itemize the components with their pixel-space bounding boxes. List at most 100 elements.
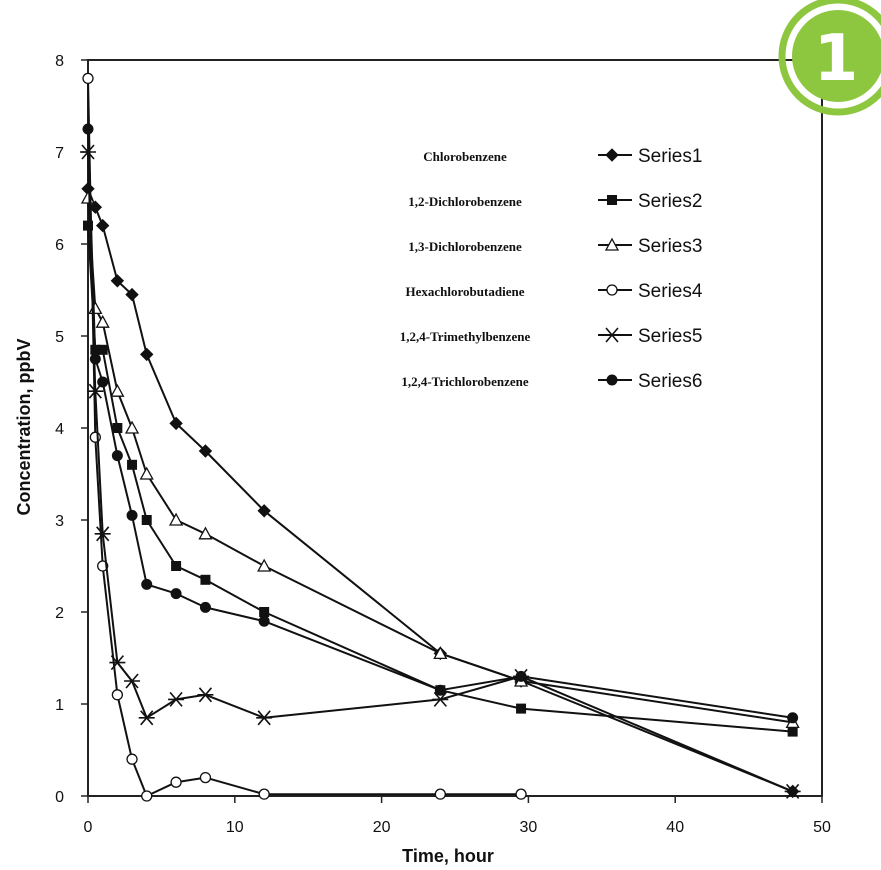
legend-entry: 1,2,4-Trichlorobenzene Series6 <box>401 371 702 392</box>
series-6-point <box>787 712 799 724</box>
series-3-point <box>88 301 103 315</box>
series-2-point <box>787 726 798 737</box>
badge-disc-icon <box>792 10 881 102</box>
series-6-point <box>89 353 101 365</box>
series-5-point <box>197 687 214 703</box>
series-3-point <box>124 420 140 434</box>
series-5-point <box>432 691 449 707</box>
series-2-point <box>171 561 182 571</box>
series-2-point <box>97 344 108 355</box>
series-6-point <box>126 509 138 521</box>
legend-marker-icon <box>606 284 618 296</box>
legend-marker-icon <box>604 327 620 343</box>
y-tick-label: 7 <box>55 145 64 162</box>
series-1-point <box>198 444 213 458</box>
series-6-point <box>97 376 109 388</box>
legend-series-label: Series6 <box>638 371 702 392</box>
series-1-point <box>110 274 125 288</box>
series-4-point <box>126 753 138 765</box>
legend-series-label: Series3 <box>638 236 702 257</box>
series-2-point <box>112 423 123 433</box>
series-1-point <box>95 218 110 233</box>
series-5-point <box>168 691 185 707</box>
y-axis-ticks: 0 1 2 3 4 5 6 7 8 <box>55 53 88 806</box>
series-6-point <box>82 123 94 135</box>
series-2-point <box>516 703 527 714</box>
legend-marker-icon <box>604 237 620 251</box>
legend-compound-label: 1,3-Dichlorobenzene <box>408 239 522 254</box>
series-6-line <box>87 128 793 719</box>
series-4-point <box>515 788 527 800</box>
legend-entry: Hexachlorobutadiene Series4 <box>406 281 703 302</box>
legend-entry: 1,2-Dichlorobenzene Series2 <box>408 191 702 212</box>
legend-entry: Chlorobenzene Series1 <box>423 146 702 167</box>
series-4-point <box>434 788 446 800</box>
legend-series-label: Series2 <box>638 191 702 212</box>
y-axis-title: Concentration, ppbV <box>14 339 34 516</box>
series-3-point <box>168 512 184 526</box>
series-6-point <box>111 450 123 462</box>
series-6-point <box>199 601 211 613</box>
legend-series-label: Series1 <box>638 146 702 167</box>
legend-compound-label: Hexachlorobutadiene <box>406 284 525 299</box>
y-tick-label: 8 <box>55 53 64 70</box>
series-6-point <box>434 684 446 696</box>
plot-border <box>87 59 823 797</box>
y-tick-label: 4 <box>55 421 64 438</box>
legend-compound-label: 1,2,4-Trichlorobenzene <box>401 374 529 389</box>
series-3-line <box>87 197 793 724</box>
series-1-point <box>169 416 183 431</box>
badge: 1 <box>778 0 881 116</box>
series-5 <box>80 144 801 799</box>
x-tick-label: 40 <box>666 819 684 836</box>
series-2 <box>83 220 798 737</box>
y-tick-label: 6 <box>55 237 64 254</box>
plot-frame <box>87 59 823 797</box>
badge-ring-icon <box>778 0 881 116</box>
legend-series-label: Series4 <box>638 281 703 302</box>
legend-marker-icon <box>607 195 617 205</box>
series-5-point <box>138 710 155 726</box>
series-4-point <box>170 776 182 788</box>
x-tick-label: 0 <box>84 819 93 836</box>
legend-entry: 1,3-Dichlorobenzene Series3 <box>408 236 702 257</box>
series-2-point <box>200 574 211 585</box>
series-4-point <box>258 788 270 800</box>
y-tick-label: 0 <box>55 789 64 806</box>
y-tick-label: 2 <box>55 605 64 622</box>
x-tick-label: 20 <box>373 819 391 836</box>
series-3-point <box>257 558 272 572</box>
series-1-point <box>140 347 154 362</box>
series-4-point <box>82 72 94 85</box>
series-5-point <box>109 655 126 671</box>
series-1-point <box>257 504 271 518</box>
legend-compound-label: 1,2,4-Trimethylbenzene <box>400 329 531 344</box>
x-tick-label: 50 <box>813 819 831 836</box>
series-3-point <box>139 466 154 480</box>
series-4-point <box>141 790 153 802</box>
series-2-point <box>83 220 93 231</box>
series-5-point <box>94 526 111 542</box>
series-4-point <box>199 771 212 784</box>
x-axis-title: Time, hour <box>402 846 494 866</box>
series-5-point <box>784 783 801 799</box>
x-axis-ticks: 0 10 20 30 40 50 <box>84 796 831 836</box>
series-4-point <box>111 689 124 701</box>
y-tick-label: 5 <box>55 329 64 346</box>
series-6 <box>82 123 799 724</box>
series-3-point <box>433 646 448 660</box>
series-2-point <box>259 607 270 617</box>
legend-compound-label: Chlorobenzene <box>423 149 507 164</box>
series-5-point <box>124 673 141 689</box>
series-5-line <box>87 151 793 793</box>
legend-series-label: Series5 <box>638 326 702 347</box>
legend-compound-label: 1,2-Dichlorobenzene <box>408 194 522 209</box>
legend: Chlorobenzene Series1 1,2-Dichlorobenzene S… <box>400 146 703 392</box>
series-2-point <box>141 515 152 525</box>
y-tick-label: 3 <box>55 513 64 530</box>
y-tick-label: 1 <box>55 697 64 714</box>
x-tick-label: 30 <box>520 819 538 836</box>
series-6-point <box>515 670 527 682</box>
series-5-point <box>87 383 104 399</box>
